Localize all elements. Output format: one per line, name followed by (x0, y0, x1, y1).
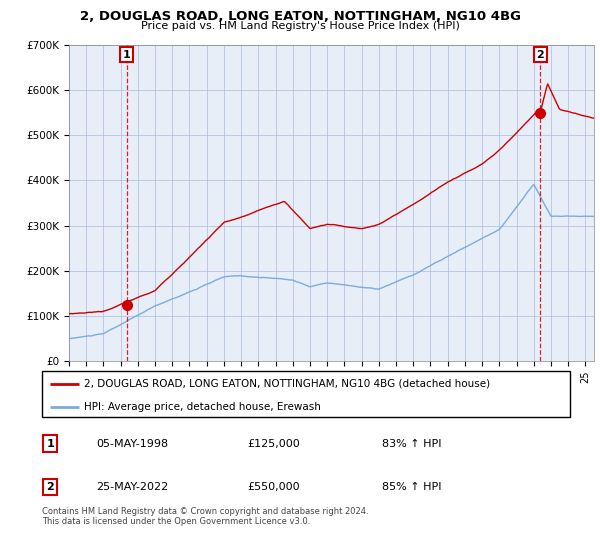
Text: £550,000: £550,000 (247, 482, 300, 492)
Text: 2, DOUGLAS ROAD, LONG EATON, NOTTINGHAM, NG10 4BG: 2, DOUGLAS ROAD, LONG EATON, NOTTINGHAM,… (79, 10, 521, 23)
Text: 25-MAY-2022: 25-MAY-2022 (96, 482, 168, 492)
Text: 2: 2 (46, 482, 54, 492)
Text: Contains HM Land Registry data © Crown copyright and database right 2024.
This d: Contains HM Land Registry data © Crown c… (42, 507, 368, 526)
Text: 05-MAY-1998: 05-MAY-1998 (96, 438, 168, 449)
Text: 83% ↑ HPI: 83% ↑ HPI (382, 438, 442, 449)
Text: 85% ↑ HPI: 85% ↑ HPI (382, 482, 442, 492)
FancyBboxPatch shape (42, 371, 570, 417)
Text: 1: 1 (123, 49, 131, 59)
Text: £125,000: £125,000 (247, 438, 300, 449)
Text: Price paid vs. HM Land Registry's House Price Index (HPI): Price paid vs. HM Land Registry's House … (140, 21, 460, 31)
Text: 2, DOUGLAS ROAD, LONG EATON, NOTTINGHAM, NG10 4BG (detached house): 2, DOUGLAS ROAD, LONG EATON, NOTTINGHAM,… (84, 379, 490, 389)
Text: 1: 1 (46, 438, 54, 449)
Text: 2: 2 (536, 49, 544, 59)
Text: HPI: Average price, detached house, Erewash: HPI: Average price, detached house, Erew… (84, 402, 321, 412)
